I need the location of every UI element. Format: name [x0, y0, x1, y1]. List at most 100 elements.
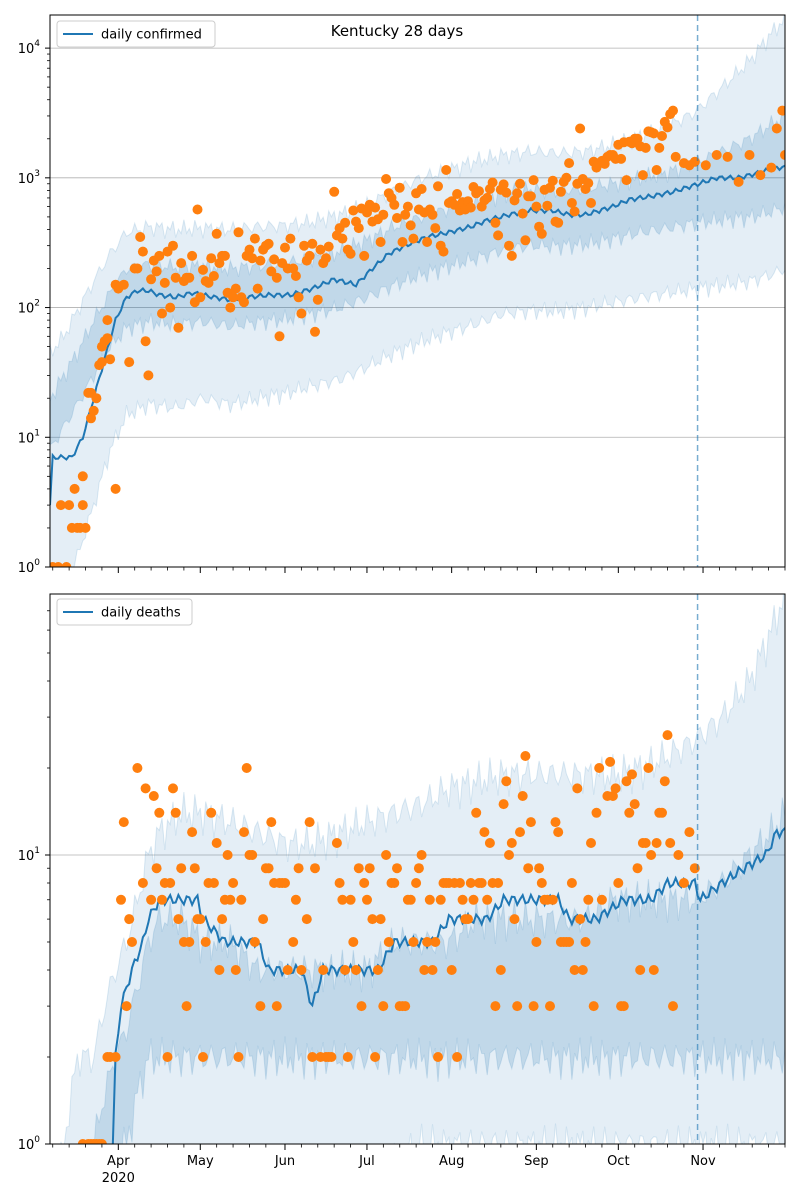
data-point [329, 186, 340, 197]
data-point [375, 237, 386, 247]
data-point [430, 937, 441, 947]
y-tick-exponent: 1 [34, 428, 40, 438]
data-point [506, 250, 517, 261]
data-point [408, 233, 419, 244]
data-point [143, 370, 154, 381]
data-point [411, 878, 422, 888]
data-point [296, 965, 307, 975]
data-point [547, 894, 558, 905]
data-point [392, 213, 402, 223]
data-point [249, 937, 260, 947]
data-point [427, 965, 438, 975]
data-point [132, 763, 143, 773]
data-point [337, 894, 348, 905]
data-point [318, 965, 329, 975]
data-point [211, 228, 222, 239]
data-point [285, 233, 296, 244]
data-point [233, 227, 244, 238]
data-point [616, 153, 627, 164]
confirmed-axes-frame [49, 14, 786, 568]
data-point [569, 206, 580, 217]
data-point [555, 186, 566, 197]
data-point [525, 817, 536, 828]
data-point [208, 271, 219, 281]
deaths-legend-label: daily deaths [101, 606, 181, 621]
x-tick-label: Sep [524, 1154, 549, 1169]
data-point [116, 894, 126, 905]
data-point [124, 357, 135, 368]
data-point [487, 177, 498, 188]
data-point [326, 1052, 337, 1062]
data-point [173, 322, 184, 333]
x-tick-label: Nov [690, 1154, 716, 1169]
data-point [310, 863, 320, 874]
data-point [61, 562, 72, 567]
data-point [184, 937, 195, 947]
data-point [241, 763, 252, 773]
data-point [678, 878, 689, 888]
data-point [195, 914, 206, 925]
data-point [290, 894, 301, 905]
data-point [263, 238, 274, 249]
data-point [635, 965, 646, 975]
data-point [230, 283, 241, 294]
data-point [613, 878, 624, 888]
y-tick-exponent: 0 [34, 558, 40, 568]
data-point [624, 807, 635, 818]
data-point [263, 863, 274, 874]
y-tick-base: 10 [18, 302, 35, 317]
data-point [512, 188, 523, 199]
data-point [154, 807, 165, 818]
data-point [206, 807, 217, 818]
data-point [586, 198, 596, 208]
data-point [722, 151, 733, 162]
data-point [176, 863, 187, 874]
data-point [523, 863, 534, 874]
data-point [247, 850, 258, 860]
data-point [424, 894, 435, 905]
data-point [402, 201, 413, 212]
data-point [575, 123, 586, 134]
data-point [159, 277, 170, 288]
data-point [498, 179, 509, 190]
data-point [490, 1001, 501, 1012]
data-point [419, 965, 430, 975]
data-point [493, 230, 504, 241]
data-point [780, 150, 785, 160]
data-point [356, 1001, 367, 1012]
data-point [86, 413, 96, 424]
data-point [378, 209, 389, 220]
uncertainty-band [50, 15, 785, 567]
data-point [517, 791, 528, 801]
y-tick-base: 10 [18, 42, 35, 57]
data-point [416, 850, 427, 860]
data-point [711, 150, 722, 160]
data-point [607, 791, 618, 801]
y-tick-label: 100 [18, 558, 41, 576]
data-point [640, 142, 651, 153]
data-point [542, 200, 553, 211]
data-point [632, 863, 643, 874]
uncertainty-band [93, 797, 785, 1144]
data-point [610, 783, 621, 794]
data-point [468, 894, 479, 905]
data-point [168, 240, 178, 251]
chart-title: Kentucky 28 days [331, 22, 464, 40]
data-point [621, 776, 632, 787]
data-point [140, 336, 151, 347]
data-point [102, 333, 113, 344]
data-point [561, 172, 572, 183]
data-point [200, 937, 211, 947]
data-point [244, 244, 255, 255]
data-point [135, 232, 146, 242]
data-point [657, 807, 667, 818]
data-point [331, 838, 342, 848]
data-point [755, 170, 766, 181]
data-point [168, 783, 178, 794]
data-point [498, 799, 509, 810]
data-point [189, 863, 200, 874]
data-point [342, 1052, 353, 1062]
data-point [102, 315, 113, 326]
